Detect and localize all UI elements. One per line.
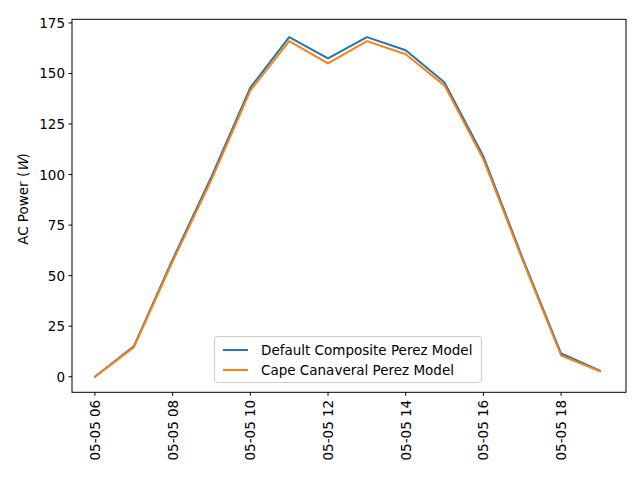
y-tick-label: 100 <box>39 167 65 183</box>
legend-item-cape-canaveral: Cape Canaveral Perez Model <box>223 361 473 378</box>
legend-item-default-composite: Default Composite Perez Model <box>223 341 473 358</box>
x-tick-label: 05-05 12 <box>320 400 336 461</box>
x-tick-label: 05-05 10 <box>242 400 258 461</box>
legend-label-default-composite: Default Composite Perez Model <box>261 342 472 358</box>
y-tick-label: 175 <box>39 15 65 31</box>
legend-label-cape-canaveral: Cape Canaveral Perez Model <box>261 362 454 378</box>
y-tick-label: 25 <box>48 318 65 334</box>
line-chart: 0 25 50 75 100 125 150 175 05-05 06 05-05 08 05-05… <box>0 0 640 480</box>
x-tick-label: 05-05 06 <box>87 400 103 461</box>
y-axis-label-close: ) <box>15 153 31 158</box>
figure-canvas: 0 25 50 75 100 125 150 175 05-05 06 05-05 08 05-05… <box>0 0 640 480</box>
y-tick-label: 0 <box>56 369 65 385</box>
series-line-cape-canaveral <box>95 41 600 377</box>
series-line-default-composite <box>95 37 600 377</box>
x-tick-label: 05-05 14 <box>398 400 414 461</box>
y-axis-label-text: AC Power ( <box>15 172 31 245</box>
legend-line-sample-orange <box>223 369 248 371</box>
x-tick-label: 05-05 18 <box>553 400 569 461</box>
legend-line-sample-blue <box>223 349 248 351</box>
y-tick-label: 50 <box>48 268 65 284</box>
y-tick-label: 150 <box>39 65 65 81</box>
y-tick-label: 75 <box>48 217 65 233</box>
x-tick-label: 05-05 16 <box>475 400 491 461</box>
y-axis-label: AC Power (W) <box>15 153 31 245</box>
y-axis-label-unit: W <box>15 158 31 171</box>
y-tick-label: 125 <box>39 116 65 132</box>
x-tick-label: 05-05 08 <box>165 400 181 461</box>
legend: Default Composite Perez Model Cape Canav… <box>214 336 482 383</box>
